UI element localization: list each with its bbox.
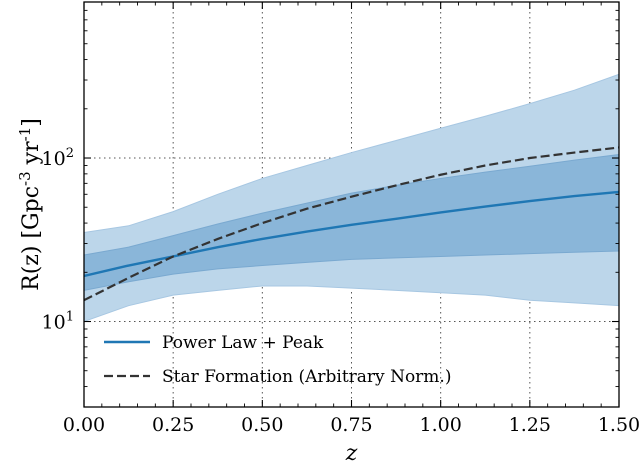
plot-area (84, 73, 619, 323)
x-tick-label: 0.00 (63, 414, 105, 436)
x-tick-label: 0.50 (241, 414, 283, 436)
y-axis-label: R(z) [Gpc-3 yr-1] (16, 118, 44, 291)
x-tick-label: 0.75 (330, 414, 372, 436)
y-tick-label: 102 (42, 146, 74, 170)
x-tick-label: 1.25 (509, 414, 551, 436)
x-tick-label: 1.00 (420, 414, 462, 436)
legend-label-star-formation: Star Formation (Arbitrary Norm.) (162, 367, 451, 387)
legend-label-power-law-peak: Power Law + Peak (162, 333, 324, 353)
x-tick-label: 1.50 (598, 414, 640, 436)
x-axis-label: z (345, 441, 358, 466)
axis-ticks (83, 1, 620, 408)
power-law-peak-50-band (84, 154, 619, 291)
y-tick-label: 101 (42, 310, 74, 334)
star-formation-line (84, 146, 619, 302)
axis-labels: 0.00 0.25 0.50 0.75 1.00 1.25 1.50 101 102 z R(z) … (16, 118, 640, 466)
x-tick-label: 0.25 (152, 414, 194, 436)
legend: Power Law + Peak Star Formation (Arbitrar… (104, 333, 451, 387)
